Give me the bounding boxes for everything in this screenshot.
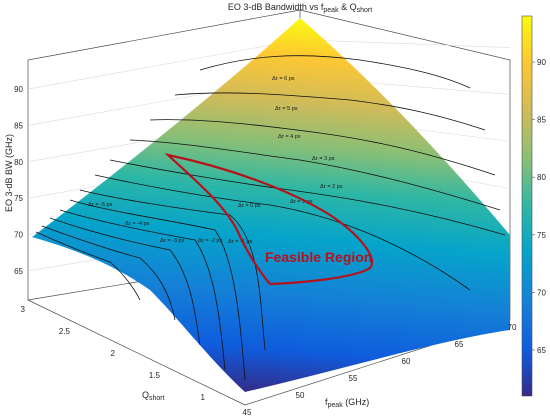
y-axis-label: Qshort: [142, 390, 165, 402]
y-tick-label: 2.5: [59, 327, 71, 336]
colorbar-tick-label: 75: [537, 231, 546, 240]
z-tick-label: 75: [14, 194, 23, 203]
z-tick-label: 65: [14, 267, 23, 276]
contour-label: Δτ = -5 ps: [88, 202, 113, 208]
colorbar-tick-label: 80: [537, 173, 546, 182]
y-tick-label: 1.5: [149, 371, 161, 380]
contour-label: Δτ = -1 ps: [228, 239, 253, 245]
x-tick-label: 65: [455, 340, 464, 349]
colorbar-tick-labels: 65 70 75 80 85 90: [532, 58, 546, 355]
feasible-region-label: Feasible Region: [265, 249, 372, 265]
colorbar-tick-label: 70: [537, 288, 546, 297]
x-tick-labels: 45 50 55 60 65 70: [243, 323, 517, 417]
contour-label: Δτ = -2 ps: [198, 238, 223, 244]
y-tick-label: 3: [21, 305, 26, 314]
contour-label: Δτ = 1 ps: [290, 199, 313, 205]
contour-label: Δτ = 5 ps: [275, 106, 298, 112]
colorbar-tick-label: 85: [537, 116, 546, 125]
z-tick-labels: 65 70 75 80 85 90: [14, 85, 23, 276]
contour-label: Δτ = -3 ps: [160, 238, 185, 244]
y-tick-label: 1: [201, 393, 206, 402]
colorbar-tick-label: 90: [537, 58, 546, 67]
y-tick-label: 2: [111, 349, 116, 358]
contour-label: Δτ = 4 ps: [278, 134, 301, 140]
contour-label: Δτ = 0 ps: [238, 203, 261, 209]
contour-label: Δτ = -4 ps: [125, 221, 150, 227]
contour-labels: Δτ = 6 ps Δτ = 5 ps Δτ = 4 ps Δτ = 3 ps Δτ =…: [88, 76, 343, 245]
contour-lines: [35, 55, 506, 381]
feasible-region-outline: [164, 153, 373, 286]
contour-label: Δτ = 3 ps: [312, 156, 335, 162]
z-tick-label: 85: [14, 121, 23, 130]
colorbar-tick-label: 65: [537, 346, 546, 355]
x-tick-label: 45: [243, 408, 252, 417]
colorbar: [521, 15, 533, 397]
x-tick-label: 70: [508, 323, 517, 332]
contour-label: Δτ = 2 ps: [320, 184, 343, 190]
z-tick-label: 70: [14, 231, 23, 240]
chart-title: EO 3-dB Bandwidth vs fpeak & Qshort: [228, 2, 372, 14]
contour-label: Δτ = 6 ps: [272, 76, 295, 82]
x-tick-label: 55: [349, 374, 358, 383]
x-tick-label: 50: [296, 391, 305, 400]
y-tick-labels: 1 1.5 2 2.5 3: [21, 305, 206, 402]
z-tick-label: 90: [14, 85, 23, 94]
x-tick-label: 60: [402, 357, 411, 366]
z-tick-label: 80: [14, 158, 23, 167]
x-axis-label: fpeak (GHz): [325, 397, 369, 409]
z-axis-label: EO 3-dB BW (GHz): [4, 134, 14, 212]
